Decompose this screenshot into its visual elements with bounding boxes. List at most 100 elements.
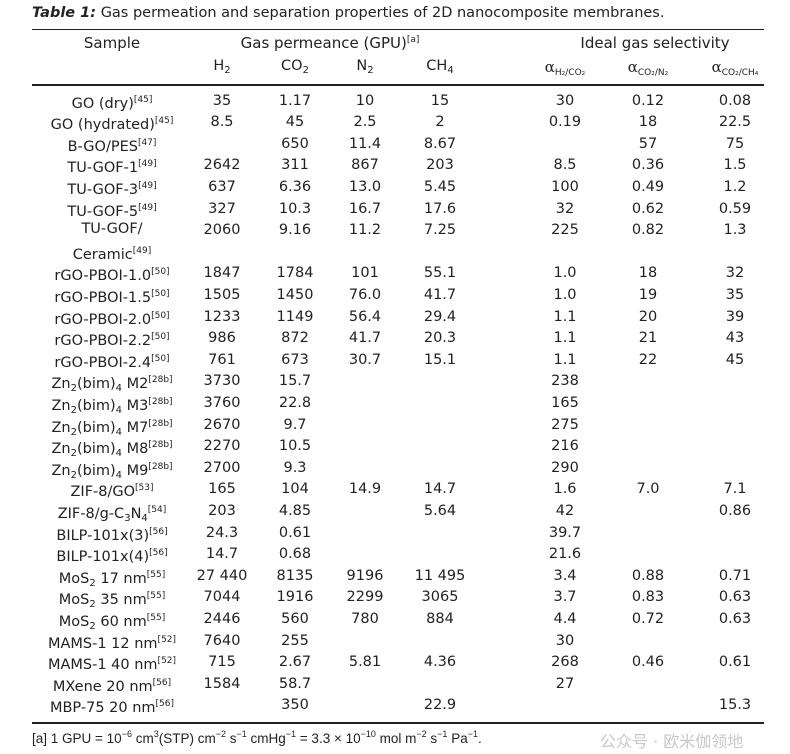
header-gas: CH4 xyxy=(426,58,454,76)
value-cell: 17.6 xyxy=(423,200,457,217)
sample-name: rGO-PBOI-2.0[50] xyxy=(54,310,170,328)
value-cell: 1.2 xyxy=(723,178,747,195)
value-cell: 9.16 xyxy=(278,222,312,239)
header-gas: CO2 xyxy=(281,58,309,76)
value-cell: 761 xyxy=(208,351,236,368)
value-cell: 203 xyxy=(208,502,236,519)
value-cell: 14.9 xyxy=(348,481,382,498)
header-selectivity-ratio: αCO₂/CH₄ xyxy=(711,58,759,78)
table-row: rGO-PBOI-2.4[50] 761 673 30.7 15.1 1.1 22 45 xyxy=(0,349,790,371)
sample-name: Zn2(bim)4 M3[28b] xyxy=(51,396,173,416)
value-cell: 0.61 xyxy=(718,654,752,671)
value-cell: 2.5 xyxy=(353,114,377,131)
value-cell: 9.3 xyxy=(283,459,307,476)
value-cell: 8.5 xyxy=(553,157,577,174)
sample-name: TU-GOF-5[49] xyxy=(67,202,157,220)
value-cell: 1.1 xyxy=(553,330,577,347)
value-cell: 76.0 xyxy=(348,286,382,303)
value-cell: 22 xyxy=(638,351,658,368)
value-cell: 45 xyxy=(725,351,745,368)
header-selectivity-ratio: αCO₂/N₂ xyxy=(627,58,669,78)
sample-name: GO (hydrated)[45] xyxy=(50,116,174,134)
value-cell: 0.86 xyxy=(718,502,752,519)
value-cell: 350 xyxy=(281,697,309,714)
table-row: rGO-PBOI-1.0[50] 1847 1784 101 55.1 1.0 18 32 xyxy=(0,262,790,284)
value-cell: 15.1 xyxy=(423,351,457,368)
table-caption: Table 1: Gas permeation and separation p… xyxy=(32,5,664,21)
value-cell: 1.1 xyxy=(553,308,577,325)
value-cell: 203 xyxy=(426,157,454,174)
value-cell: 650 xyxy=(281,135,309,152)
value-cell: 58.7 xyxy=(278,675,312,692)
value-cell: 1.0 xyxy=(553,286,577,303)
value-cell: 18 xyxy=(638,114,658,131)
sample-name: BILP-101x(3)[56] xyxy=(56,526,168,544)
table-row: TU-GOF-5[49] 327 10.3 16.7 17.6 32 0.62 0.59 xyxy=(0,198,790,220)
value-cell: 255 xyxy=(281,632,309,649)
value-cell: 11 495 xyxy=(414,567,466,584)
value-cell: 16.7 xyxy=(348,200,382,217)
sample-name: GO (dry)[45] xyxy=(71,94,153,112)
value-cell: 0.63 xyxy=(718,610,752,627)
value-cell: 327 xyxy=(208,200,236,217)
value-cell: 637 xyxy=(208,178,236,195)
value-cell: 4.85 xyxy=(278,502,312,519)
table-row: TU-GOF-3[49] 637 6.36 13.0 5.45 100 0.49 1.2 xyxy=(0,176,790,198)
value-cell: 0.08 xyxy=(718,92,752,109)
value-cell: 0.61 xyxy=(278,524,312,541)
table-row: MBP-75 20 nm[56] 350 22.9 15.3 xyxy=(0,694,790,716)
value-cell: 45 xyxy=(285,114,305,131)
sample-name: Zn2(bim)4 M7[28b] xyxy=(51,418,173,438)
value-cell: 13.0 xyxy=(348,178,382,195)
value-cell: 75 xyxy=(725,135,745,152)
header-gas: H2 xyxy=(213,58,231,76)
table-row: MoS2 35 nm[55] 7044 1916 2299 3065 3.7 0.83 0.6… xyxy=(0,586,790,610)
table-row: TU-GOF/Ceramic[49] 2060 9.16 11.2 7.25 225 0.8… xyxy=(0,219,790,263)
value-cell: 32 xyxy=(555,200,575,217)
table-row: MoS2 17 nm[55] 27 440 8135 9196 11 495 3.4 0.8… xyxy=(0,565,790,589)
header-permeance: Gas permeance (GPU)[a] xyxy=(240,34,420,52)
value-cell: 20.3 xyxy=(423,330,457,347)
value-cell: 1505 xyxy=(203,286,241,303)
value-cell: 39 xyxy=(725,308,745,325)
value-cell: 5.45 xyxy=(423,178,457,195)
value-cell: 165 xyxy=(208,481,236,498)
value-cell: 986 xyxy=(208,330,236,347)
value-cell: 41.7 xyxy=(423,286,457,303)
value-cell: 0.49 xyxy=(631,178,665,195)
value-cell: 29.4 xyxy=(423,308,457,325)
table-row: rGO-PBOI-2.0[50] 1233 1149 56.4 29.4 1.1 20 39 xyxy=(0,306,790,328)
value-cell: 2299 xyxy=(346,589,384,606)
value-cell: 20 xyxy=(638,308,658,325)
value-cell: 11.4 xyxy=(348,135,382,152)
value-cell: 22.5 xyxy=(718,114,752,131)
value-cell: 43 xyxy=(725,330,745,347)
sample-name: TU-GOF-3[49] xyxy=(67,180,157,198)
table-row: Zn2(bim)4 M9[28b] 2700 9.3 290 xyxy=(0,457,790,481)
value-cell: 0.59 xyxy=(718,200,752,217)
sample-name: MAMS-1 40 nm[52] xyxy=(47,656,177,674)
value-cell: 1847 xyxy=(203,265,241,282)
value-cell: 216 xyxy=(551,438,579,455)
value-cell: 780 xyxy=(351,610,379,627)
value-cell: 238 xyxy=(551,373,579,390)
value-cell: 0.71 xyxy=(718,567,752,584)
table-row: BILP-101x(3)[56] 24.3 0.61 39.7 xyxy=(0,522,790,544)
value-cell: 18 xyxy=(638,265,658,282)
value-cell: 2.67 xyxy=(278,654,312,671)
table-row: B-GO/PES[47] 650 11.4 8.67 57 75 xyxy=(0,133,790,155)
sample-name: MoS2 35 nm[55] xyxy=(58,591,166,611)
value-cell: 15 xyxy=(430,92,450,109)
table-row: TU-GOF-1[49] 2642 311 867 203 8.5 0.36 1.5 xyxy=(0,154,790,176)
value-cell: 1.6 xyxy=(553,481,577,498)
value-cell: 104 xyxy=(281,481,309,498)
value-cell: 30 xyxy=(555,632,575,649)
value-cell: 1.17 xyxy=(278,92,312,109)
value-cell: 101 xyxy=(351,265,379,282)
value-cell: 867 xyxy=(351,157,379,174)
value-cell: 0.83 xyxy=(631,589,665,606)
table-row: Zn2(bim)4 M8[28b] 2270 10.5 216 xyxy=(0,435,790,459)
value-cell: 7.25 xyxy=(423,222,457,239)
value-cell: 30 xyxy=(555,92,575,109)
value-cell: 14.7 xyxy=(423,481,457,498)
